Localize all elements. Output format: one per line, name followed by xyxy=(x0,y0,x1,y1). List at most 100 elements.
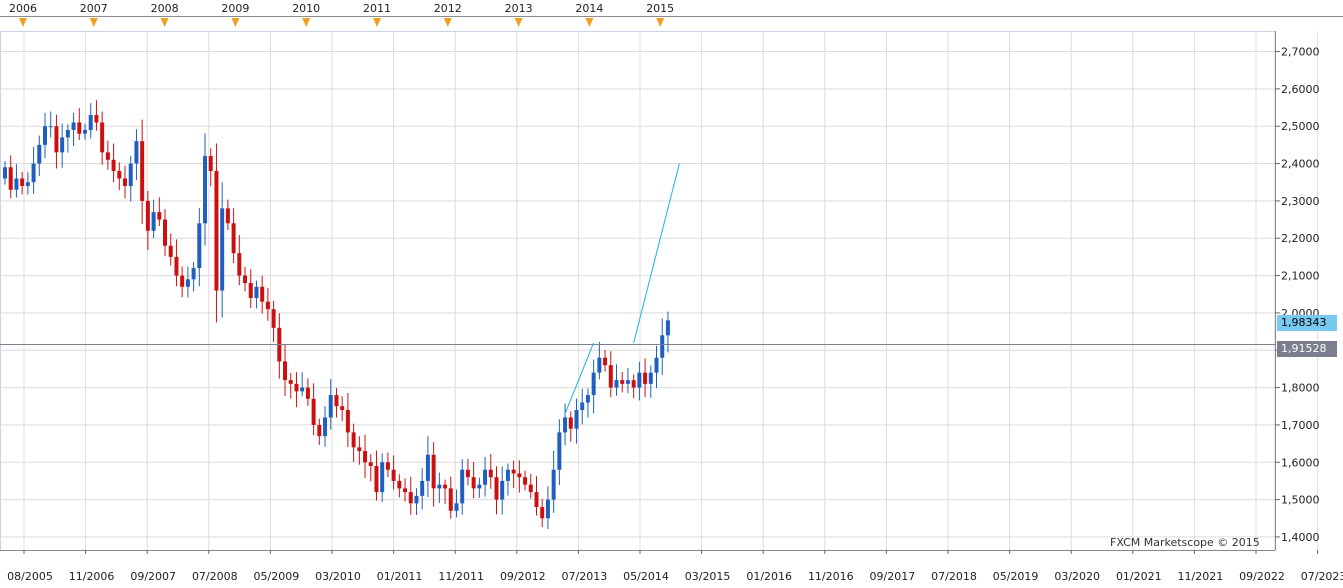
x-tick-label: 03/2010 xyxy=(315,570,361,583)
candle-body xyxy=(123,178,128,186)
candle-body xyxy=(197,223,202,269)
candle-body xyxy=(591,372,596,396)
candle-body xyxy=(363,451,368,463)
candle-body xyxy=(288,380,293,384)
candle-body xyxy=(54,126,59,153)
candle-body xyxy=(48,126,53,128)
candle-body xyxy=(305,387,310,399)
x-tick-label: 01/2016 xyxy=(746,570,792,583)
y-tick-label: 2,3000 xyxy=(1281,195,1320,208)
candle-body xyxy=(357,447,362,452)
candle-body xyxy=(540,507,545,519)
drawn-lines xyxy=(0,163,1275,414)
y-tick-label: 2,7000 xyxy=(1281,46,1320,59)
candle-body xyxy=(397,480,402,489)
candle-body xyxy=(523,477,528,485)
candle-body xyxy=(151,212,156,231)
candle-body xyxy=(471,477,476,489)
candle-body xyxy=(243,275,248,284)
candle-body xyxy=(117,171,122,179)
x-tick-label: 09/2017 xyxy=(870,570,916,583)
y-tick-label: 1,7000 xyxy=(1281,419,1320,432)
candle-body xyxy=(140,141,145,201)
candle-body xyxy=(574,409,579,429)
candle-body xyxy=(494,477,499,500)
candle-body xyxy=(454,503,459,511)
candle-body xyxy=(477,484,482,489)
x-tick-label: 05/2014 xyxy=(623,570,669,583)
candle-body xyxy=(111,159,116,172)
candle-body xyxy=(603,357,608,366)
candle-body xyxy=(94,115,99,123)
candle-body xyxy=(168,245,173,257)
candle-body xyxy=(443,484,448,489)
candle-body xyxy=(608,365,613,388)
x-tick-label: 09/2012 xyxy=(500,570,546,583)
candle-body xyxy=(174,256,179,276)
x-tick-label: 07/2008 xyxy=(192,570,238,583)
candle-body xyxy=(368,462,373,466)
candle-body xyxy=(220,208,225,291)
plot-frame xyxy=(0,16,1343,551)
candle-body xyxy=(345,409,350,433)
x-tick-label: 09/2022 xyxy=(1239,570,1285,583)
candle-body xyxy=(483,469,488,485)
grid xyxy=(0,31,1319,550)
candle-body xyxy=(163,219,168,246)
x-tick-label: 11/2011 xyxy=(438,570,484,583)
candle-body xyxy=(157,212,162,220)
y-tick-label: 1,4000 xyxy=(1281,531,1320,544)
candle-body xyxy=(254,286,259,298)
year-marker-triangle xyxy=(19,18,27,27)
candle-body xyxy=(43,126,48,145)
y-tick-label: 2,5000 xyxy=(1281,120,1320,133)
candle-body xyxy=(65,129,70,138)
candle-body xyxy=(408,492,413,504)
year-label: 2012 xyxy=(434,2,462,15)
x-tick-label: 07/2018 xyxy=(931,570,977,583)
x-tick-label: 01/2011 xyxy=(377,570,423,583)
candle-body xyxy=(128,163,133,186)
candle-body xyxy=(620,380,625,384)
candle-body xyxy=(505,469,510,481)
candle-body xyxy=(71,122,76,130)
candle-body xyxy=(585,395,590,403)
candle-body xyxy=(271,309,276,328)
candle-body xyxy=(637,372,642,388)
year-marker-triangle xyxy=(656,18,665,27)
candle-body xyxy=(185,279,190,287)
candle-body xyxy=(437,484,442,489)
candle-body xyxy=(654,357,659,373)
candle-body xyxy=(403,488,408,493)
candle-body xyxy=(448,488,453,511)
candle-body xyxy=(3,167,7,179)
year-marker-triangle xyxy=(443,18,452,27)
candle-body xyxy=(323,417,328,437)
y-tick-label: 2,4000 xyxy=(1281,158,1320,171)
candle-body xyxy=(25,182,30,186)
year-label: 2009 xyxy=(221,2,249,15)
candle-body xyxy=(191,268,196,280)
candle-body xyxy=(265,301,270,310)
candle-body xyxy=(431,454,436,489)
candle-body xyxy=(568,417,573,429)
candle-body xyxy=(100,122,105,153)
candle-body xyxy=(77,122,82,134)
year-label: 2014 xyxy=(575,2,603,15)
y-tick-label: 2,1000 xyxy=(1281,270,1320,283)
candle-body xyxy=(534,492,539,508)
candle-body xyxy=(625,380,630,384)
candle-body xyxy=(294,383,299,392)
candle-body xyxy=(317,424,322,437)
candle-body xyxy=(300,387,305,392)
y-tick-label: 1,6000 xyxy=(1281,456,1320,469)
candle-body xyxy=(340,406,345,410)
y-tick-label: 2,2000 xyxy=(1281,232,1320,245)
year-label: 2008 xyxy=(151,2,179,15)
candle-body xyxy=(460,469,465,504)
x-tick-label: 01/2021 xyxy=(1116,570,1162,583)
candle-body xyxy=(528,484,533,493)
candle-body xyxy=(660,335,665,358)
